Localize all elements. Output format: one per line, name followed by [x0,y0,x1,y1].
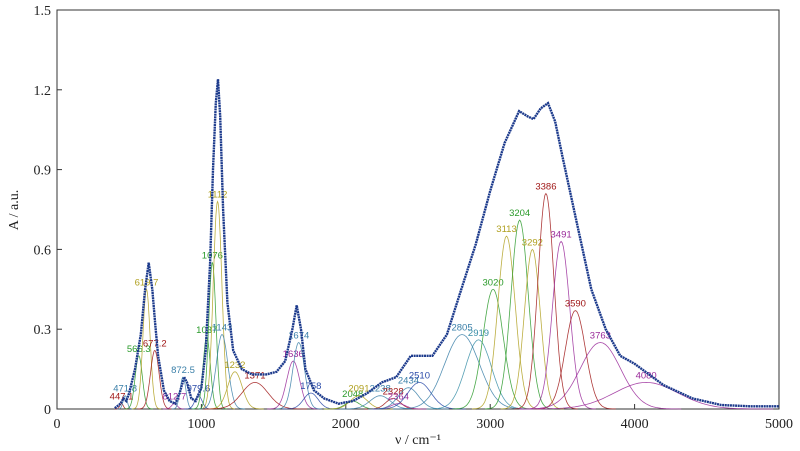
x-tick-label: 3000 [476,417,504,432]
component-peak [519,342,682,410]
component-peak [198,333,246,410]
peak-label: 2238 [370,384,391,395]
component-peak [131,288,161,410]
peak-label: 3590 [565,299,586,310]
peak-label: 1674 [288,331,309,342]
peak-label: 2434 [398,376,419,387]
peak-label: 3763 [590,331,611,342]
peak-label: 3204 [509,208,530,219]
spectrum-line [114,79,779,410]
peak-label: 1232 [224,360,245,371]
x-tick-label: 2000 [332,417,360,432]
x-axis-label: ν / cm⁻¹ [395,433,441,448]
component-peak [392,334,532,410]
component-peak [124,355,154,410]
peak-label: 619.7 [135,277,159,288]
component-peak [426,339,531,410]
peak-label: 2364 [388,392,409,403]
component-peak [117,395,134,410]
peak-label: 3113 [496,224,516,235]
x-tick-label: 0 [54,417,61,432]
peak-label: 677.2 [143,338,167,349]
peak-label: 1758 [300,381,321,392]
component-peak [275,342,322,410]
component-peak [452,288,534,410]
peak-label: 1636 [283,349,304,360]
y-tick-label: 0.9 [34,164,52,179]
component-peak [519,381,774,410]
peak-label: 447.1 [110,392,134,403]
component-peak [373,381,466,410]
peak-label: 1371 [244,370,265,381]
peak-label: 1112 [208,190,228,201]
component-peak [200,200,235,410]
y-tick-label: 0.6 [34,243,52,258]
peak-label: 471.8 [113,384,137,395]
peak-label: 2805 [451,323,472,334]
peak-label: 1076 [202,251,223,262]
component-peak [514,192,578,410]
peak-label: 3386 [535,182,556,193]
peak-label: 979.6 [187,384,211,395]
peak-label: 3020 [483,277,504,288]
component-peak [197,261,227,410]
x-tick-label: 4000 [621,417,649,432]
y-axis-label: A / a.u. [7,190,22,230]
peak-label: 1143 [212,323,232,334]
peak-label: 812.7 [162,392,186,403]
y-tick-label: 1.5 [34,4,52,19]
peak-label: 2510 [409,370,430,381]
peak-label: 3491 [551,229,572,240]
component-peak [162,403,186,410]
peak-label: 2048 [342,389,363,400]
component-peak [526,240,596,410]
peak-label: 3292 [522,237,543,248]
y-tick-label: 0 [44,403,51,418]
component-peak [267,360,320,410]
peak-label: 2091 [348,384,369,395]
x-tick-label: 5000 [765,417,793,432]
peak-label: 872.5 [171,365,195,376]
component-peak [485,219,555,410]
peak-label: 2919 [468,328,489,339]
component-peak [137,350,173,410]
component-peak [203,381,307,410]
component-peak [500,248,565,410]
component-peak [471,235,542,410]
peak-label: 4080 [636,370,657,381]
peak-label: 2328 [383,386,404,397]
y-tick-label: 1.2 [34,84,52,99]
x-tick-label: 1000 [187,417,215,432]
component-peak [206,371,264,410]
y-tick-label: 0.3 [34,323,52,338]
